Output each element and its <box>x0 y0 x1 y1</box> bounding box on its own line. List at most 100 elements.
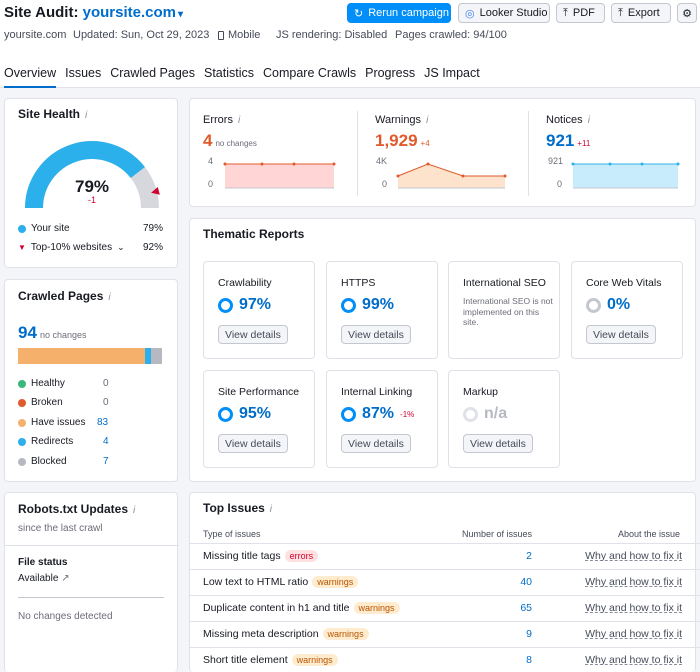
status-badge: warnings <box>291 654 338 666</box>
dot-icon <box>18 379 26 388</box>
report-https[interactable]: HTTPS 99% View details <box>326 261 438 359</box>
card-title: Robots.txt Updates i <box>18 502 136 516</box>
report-site-performance[interactable]: Site Performance 95% View details <box>203 370 315 468</box>
issue-count[interactable]: 40 <box>520 576 532 588</box>
table-row[interactable]: Missing title tags errors 2 Why and how t… <box>190 543 700 569</box>
table-row[interactable]: Short title element warnings 8 Why and ho… <box>190 647 700 672</box>
tab-overview[interactable]: Overview <box>4 66 57 88</box>
crawled-pages-bar <box>18 348 162 364</box>
tab-crawled-pages[interactable]: Crawled Pages <box>110 66 195 80</box>
errors-value[interactable]: 4 no changes <box>203 131 257 150</box>
fix-link[interactable]: Why and how to fix it <box>585 550 682 562</box>
meta-updated: Updated: Sun, Oct 29, 2023 <box>73 29 210 41</box>
rerun-campaign-button[interactable]: ↻ Rerun campaign <box>347 3 451 23</box>
fix-link[interactable]: Why and how to fix it <box>585 628 682 640</box>
notices-sparkline <box>571 162 680 189</box>
warnings-value[interactable]: 1,929 +4 <box>375 131 430 150</box>
row-healthy: Healthy <box>18 378 65 389</box>
bar-redirects[interactable] <box>145 348 152 364</box>
view-details-button[interactable]: View details <box>341 325 411 344</box>
info-icon[interactable]: i <box>269 504 273 515</box>
info-icon[interactable]: i <box>108 292 111 303</box>
tab-compare-crawls[interactable]: Compare Crawls <box>263 66 357 80</box>
report-international-seo[interactable]: International SEO International SEO is n… <box>448 261 560 359</box>
settings-button[interactable]: ⚙ <box>677 3 697 23</box>
view-details-button[interactable]: View details <box>463 434 533 453</box>
fix-link[interactable]: Why and how to fix it <box>585 602 682 614</box>
errors-sparkline <box>223 162 336 189</box>
fix-link[interactable]: Why and how to fix it <box>585 576 682 588</box>
progress-ring-icon <box>218 406 233 422</box>
view-details-button[interactable]: View details <box>341 434 411 453</box>
column-header-type: Type of issues <box>203 529 261 539</box>
health-score: 79% <box>74 177 110 196</box>
issue-count[interactable]: 2 <box>526 550 532 562</box>
mobile-icon <box>218 30 224 40</box>
robots-card: Robots.txt Updates i since the last crawl… <box>4 492 179 672</box>
tab-progress[interactable]: Progress <box>365 66 416 80</box>
report-markup[interactable]: Markup n/a View details <box>448 370 560 468</box>
top-bar: Site Audit: yoursite.com ▾ ↻ Rerun campai… <box>0 0 700 88</box>
crawled-count[interactable]: 94 <box>18 323 37 342</box>
refresh-icon: ↻ <box>354 7 364 20</box>
card-title: Thematic Reports <box>203 227 305 241</box>
legend-your-site: Your site <box>18 223 70 234</box>
meta-js: JS rendering: Disabled <box>276 29 388 41</box>
card-title: Site Health i <box>18 107 88 121</box>
notices-label: Notices i <box>546 114 590 126</box>
report-internal-linking[interactable]: Internal Linking 87% -1% View details <box>326 370 438 468</box>
value-redirects[interactable]: 4 <box>103 436 109 447</box>
export-button[interactable]: ⤒ Export <box>611 3 671 23</box>
pdf-button[interactable]: ⤒ PDF <box>556 3 605 23</box>
progress-ring-icon <box>586 297 601 313</box>
status-badge: warnings <box>312 576 359 588</box>
column-header-number: Number of issues <box>462 529 533 539</box>
bar-blocked[interactable] <box>151 348 162 364</box>
metrics-card: Errors i 4 no changes 4 0 Warnings i 1,929 +… <box>189 98 696 207</box>
domain-selector[interactable]: yoursite.com <box>82 4 176 21</box>
fix-link[interactable]: Why and how to fix it <box>585 654 682 666</box>
issue-count[interactable]: 9 <box>526 628 532 640</box>
looker-studio-button[interactable]: ◎ Looker Studio <box>458 3 550 23</box>
value-have-issues[interactable]: 83 <box>97 417 109 428</box>
crawled-note: no changes <box>39 330 87 340</box>
progress-ring-icon <box>341 297 356 313</box>
info-icon[interactable]: i <box>587 115 590 126</box>
table-row[interactable]: Low text to HTML ratio warnings 40 Why an… <box>190 569 700 595</box>
notices-value[interactable]: 921 +11 <box>546 131 591 150</box>
card-title: Crawled Pages i <box>18 289 111 303</box>
info-icon[interactable]: i <box>133 505 136 516</box>
status-badge: warnings <box>322 628 369 640</box>
view-details-button[interactable]: View details <box>218 434 288 453</box>
legend-top10[interactable]: ▼ Top-10% websites ⌄ <box>18 242 125 253</box>
chevron-down-icon[interactable]: ▾ <box>177 9 184 20</box>
view-details-button[interactable]: View details <box>586 325 656 344</box>
row-redirects: Redirects <box>18 436 73 447</box>
axis-top: 4K <box>376 156 388 166</box>
report-core-web-vitals[interactable]: Core Web Vitals 0% View details <box>571 261 683 359</box>
issue-count[interactable]: 8 <box>526 654 532 666</box>
report-crawlability[interactable]: Crawlability 97% View details <box>203 261 315 359</box>
info-icon[interactable]: i <box>85 110 88 121</box>
warnings-label: Warnings i <box>375 114 429 126</box>
crawled-pages-card: Crawled Pages i 94 no changes Healthy 0 B… <box>4 279 178 482</box>
info-icon[interactable]: i <box>237 115 241 126</box>
bar-have-issues[interactable] <box>18 348 146 364</box>
tab-statistics[interactable]: Statistics <box>204 66 255 80</box>
info-icon[interactable]: i <box>426 115 429 126</box>
progress-ring-icon <box>463 406 478 422</box>
site-health-card: Site Health i 79% -1 Your site 79% ▼ Top-… <box>4 98 178 268</box>
axis-bottom: 0 <box>557 179 563 189</box>
file-status-value[interactable]: Available ↗ <box>18 573 70 584</box>
dot-icon <box>18 398 26 407</box>
view-details-button[interactable]: View details <box>218 325 288 344</box>
meta-device: Mobile <box>218 29 260 41</box>
issue-count[interactable]: 65 <box>520 602 532 614</box>
status-badge: warnings <box>353 602 400 614</box>
table-row[interactable]: Missing meta description warnings 9 Why a… <box>190 621 700 647</box>
tab-issues[interactable]: Issues <box>65 66 102 80</box>
dot-icon <box>18 437 26 446</box>
table-row[interactable]: Duplicate content in h1 and title warning… <box>190 595 700 621</box>
tab-js-impact[interactable]: JS Impact <box>424 66 480 80</box>
value-blocked[interactable]: 7 <box>103 456 109 467</box>
